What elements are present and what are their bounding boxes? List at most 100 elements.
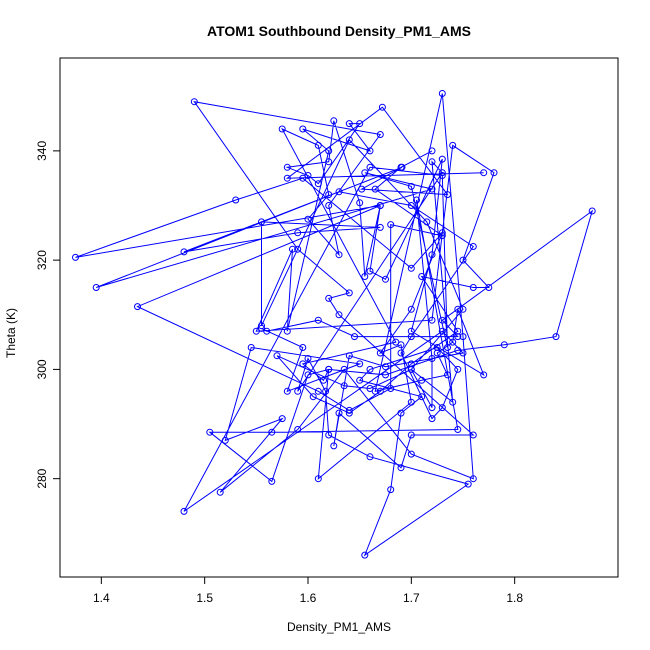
data-point xyxy=(283,387,291,395)
data-point xyxy=(335,409,343,417)
data-point xyxy=(407,202,415,209)
data-point xyxy=(387,486,395,494)
data-point xyxy=(438,155,446,163)
data-point xyxy=(299,174,307,182)
data-point xyxy=(366,267,374,275)
data-point xyxy=(449,398,457,406)
data-point xyxy=(428,415,436,423)
data-point xyxy=(454,346,462,354)
data-point xyxy=(407,327,415,335)
data-point xyxy=(294,426,302,433)
data-point xyxy=(500,341,508,349)
data-point xyxy=(320,376,327,384)
data-point xyxy=(304,371,312,379)
data-point xyxy=(376,349,384,357)
data-point xyxy=(454,333,462,341)
data-point xyxy=(418,376,426,384)
data-point xyxy=(283,327,291,335)
data-point xyxy=(397,409,405,417)
data-point xyxy=(378,103,386,111)
data-point xyxy=(418,393,426,401)
data-point xyxy=(345,406,353,414)
x-tick-label: 1.7 xyxy=(403,591,420,605)
data-point xyxy=(454,365,462,373)
data-point xyxy=(345,289,353,297)
data-point xyxy=(454,426,462,433)
data-point xyxy=(134,303,141,311)
data-point xyxy=(263,327,271,335)
data-point xyxy=(294,387,302,395)
data-point xyxy=(325,431,333,439)
data-point xyxy=(247,344,255,351)
data-point xyxy=(433,349,441,357)
data-point xyxy=(268,428,276,436)
data-point xyxy=(407,450,415,458)
data-point xyxy=(438,229,446,237)
data-point xyxy=(438,90,446,97)
data-point xyxy=(397,464,405,472)
y-tick-label: 300 xyxy=(35,359,49,379)
data-point xyxy=(366,453,374,461)
data-point xyxy=(428,185,436,193)
data-point xyxy=(407,398,415,406)
x-tick-label: 1.8 xyxy=(506,591,523,605)
data-point xyxy=(304,215,312,223)
data-point xyxy=(335,188,343,196)
data-point xyxy=(480,169,488,177)
data-point xyxy=(325,365,333,373)
data-point xyxy=(444,191,451,199)
data-point xyxy=(314,180,322,188)
data-point xyxy=(376,223,384,231)
data-point xyxy=(428,251,436,259)
data-point xyxy=(366,365,374,373)
data-point xyxy=(469,243,477,250)
data-point xyxy=(361,273,369,280)
data-point xyxy=(366,147,374,155)
data-point xyxy=(428,147,436,155)
data-point xyxy=(299,360,307,368)
data-point xyxy=(397,163,405,171)
x-tick-label: 1.6 xyxy=(300,591,317,605)
data-point xyxy=(438,232,446,240)
data-point xyxy=(469,284,477,291)
data-point xyxy=(490,169,498,177)
data-point xyxy=(309,393,317,401)
data-point xyxy=(314,475,322,483)
data-point xyxy=(258,218,265,226)
data-point xyxy=(190,98,198,106)
data-point xyxy=(371,387,379,395)
data-point xyxy=(361,169,369,177)
data-point xyxy=(413,196,420,204)
data-point xyxy=(418,273,426,280)
data-point xyxy=(294,245,302,253)
data-point xyxy=(299,344,307,351)
data-point xyxy=(314,141,322,149)
data-point xyxy=(314,316,322,324)
data-point xyxy=(325,191,333,199)
data-point xyxy=(351,333,358,341)
data-point xyxy=(449,338,457,346)
data-point xyxy=(299,125,307,133)
data-point xyxy=(216,488,224,496)
data-point xyxy=(423,218,431,226)
data-point xyxy=(322,387,330,395)
y-axis: 280 300 320 340 xyxy=(35,141,60,489)
data-point xyxy=(72,253,79,261)
series-line-group xyxy=(75,93,594,557)
data-point xyxy=(361,551,369,559)
data-point xyxy=(459,305,467,313)
data-point xyxy=(283,163,291,171)
data-point xyxy=(382,275,389,283)
data-point xyxy=(273,352,281,360)
data-point xyxy=(438,316,446,324)
data-point xyxy=(449,141,457,149)
data-point xyxy=(438,172,446,179)
data-point xyxy=(345,352,353,360)
data-point xyxy=(376,202,384,209)
data-point xyxy=(340,382,348,390)
data-point xyxy=(345,136,353,144)
data-point xyxy=(428,316,436,324)
data-point xyxy=(407,182,415,190)
